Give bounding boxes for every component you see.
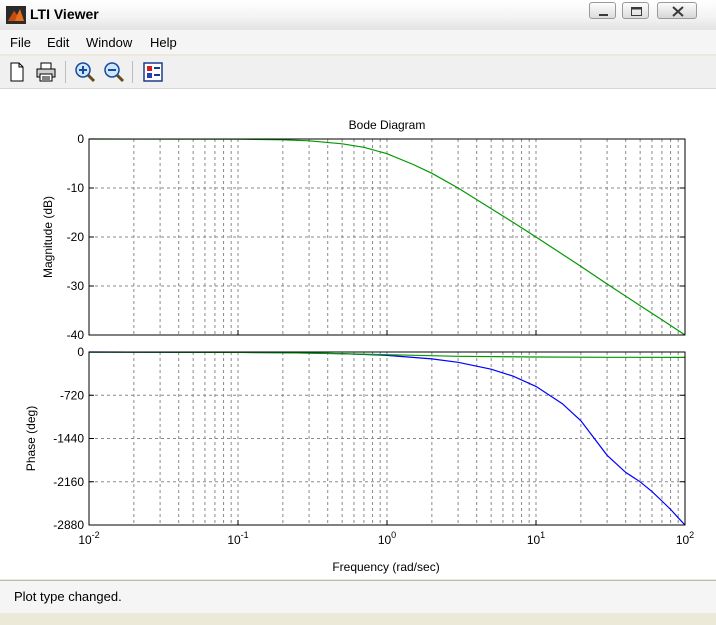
y-tick-label: -2160 xyxy=(53,475,84,489)
x-tick-label-exponent: 2 xyxy=(689,530,694,540)
y-axis-label: Magnitude (dB) xyxy=(41,196,55,278)
toolbar xyxy=(0,56,716,89)
x-tick-label: 10-2 xyxy=(78,530,99,547)
x-tick-label-exponent: -2 xyxy=(92,530,100,540)
zoom-in-icon xyxy=(75,62,96,83)
title-bar[interactable]: LTI Viewer xyxy=(0,0,716,31)
y-tick-label: -1440 xyxy=(53,432,84,446)
zoom-in-button[interactable] xyxy=(73,60,97,84)
x-tick-label-exponent: -1 xyxy=(241,530,249,540)
status-bar: Plot type changed. xyxy=(0,580,716,613)
x-tick-label: 102 xyxy=(676,530,694,547)
new-button[interactable] xyxy=(5,60,29,84)
x-tick-label-base: 10 xyxy=(527,533,541,547)
chart-panel-1: 0 -720 -1440 -2160 -2880 Phase (deg) xyxy=(24,345,686,532)
x-tick-label: 101 xyxy=(527,530,545,547)
y-tick-label: -40 xyxy=(67,328,85,342)
menu-file[interactable]: File xyxy=(10,35,31,50)
new-icon xyxy=(10,62,24,82)
close-button[interactable] xyxy=(657,2,697,19)
chart-title: Bode Diagram xyxy=(349,118,426,132)
x-tick-label-base: 10 xyxy=(378,533,392,547)
window-title: LTI Viewer xyxy=(30,6,99,22)
x-axis-label: Frequency (rad/sec) xyxy=(332,560,439,574)
status-message: Plot type changed. xyxy=(14,589,122,604)
maximize-button[interactable] xyxy=(622,2,649,19)
zoom-out-button[interactable] xyxy=(102,60,126,84)
y-tick-label: -2880 xyxy=(53,518,84,532)
toolbar-separator xyxy=(132,61,133,83)
plot-area: Bode Diagram 0 -10 -20 -30 -40 Magnitude (dB) 0… xyxy=(0,89,716,579)
y-tick-label: -30 xyxy=(67,279,85,293)
matlab-logo-icon xyxy=(6,6,26,24)
y-tick-label: 0 xyxy=(77,345,84,359)
y-tick-label: 0 xyxy=(77,132,84,146)
x-tick-label-base: 10 xyxy=(78,533,92,547)
chart-panel-0: 0 -10 -20 -30 -40 Magnitude (dB) xyxy=(41,132,686,342)
plot-config-button[interactable] xyxy=(141,60,165,84)
x-tick-label-base: 10 xyxy=(227,533,241,547)
menu-bar: File Edit Window Help xyxy=(0,30,716,54)
minimize-icon xyxy=(599,14,608,16)
toolbar-separator xyxy=(65,61,66,83)
y-tick-label: -720 xyxy=(60,388,84,402)
y-tick-label: -10 xyxy=(67,181,85,195)
x-tick-label: 100 xyxy=(378,530,396,547)
y-axis-label: Phase (deg) xyxy=(24,406,38,471)
menu-edit[interactable]: Edit xyxy=(47,35,70,50)
zoom-out-icon xyxy=(104,62,125,83)
menu-window[interactable]: Window xyxy=(86,35,133,50)
x-tick-label-base: 10 xyxy=(676,533,690,547)
x-tick-label-exponent: 0 xyxy=(391,530,396,540)
x-tick-label: 10-1 xyxy=(227,530,248,547)
maximize-icon xyxy=(631,7,642,16)
print-icon xyxy=(36,62,56,82)
close-icon xyxy=(672,6,684,17)
series-line-0-0 xyxy=(88,138,686,336)
minimize-button[interactable] xyxy=(589,2,616,19)
y-tick-label: -20 xyxy=(67,230,85,244)
print-button[interactable] xyxy=(34,60,58,84)
plot-config-icon xyxy=(143,62,163,82)
x-tick-label-exponent: 1 xyxy=(540,530,545,540)
menu-help[interactable]: Help xyxy=(150,35,177,50)
